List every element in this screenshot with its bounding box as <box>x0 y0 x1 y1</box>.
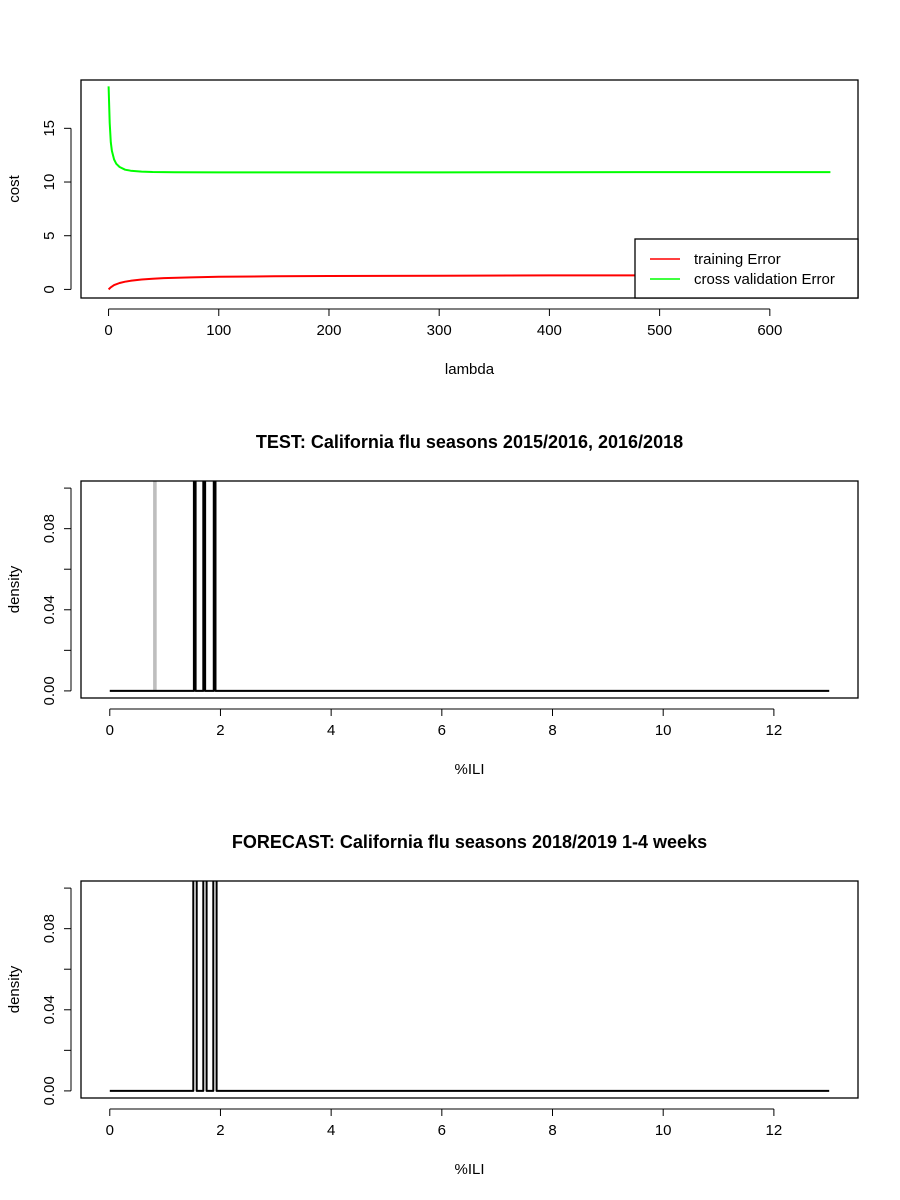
y-tick-label: 0.08 <box>41 914 58 943</box>
x-axis-label: %ILI <box>454 1161 484 1178</box>
plot-frame <box>80 480 859 699</box>
chart-panel-2: TEST: California flu seasons 2015/2016, … <box>6 432 859 778</box>
y-axis-label: density <box>6 565 23 613</box>
x-tick-label: 300 <box>427 322 452 339</box>
x-tick-label: 2 <box>216 1122 224 1139</box>
y-tick-label: 0.00 <box>41 1076 58 1105</box>
chart-panel-3: FORECAST: California flu seasons 2018/20… <box>6 832 859 1178</box>
x-tick-label: 8 <box>548 1122 556 1139</box>
x-axis-label: %ILI <box>454 761 484 778</box>
y-tick-label: 10 <box>41 174 58 191</box>
y-tick-label: 0.04 <box>41 595 58 624</box>
x-tick-label: 8 <box>548 722 556 739</box>
chart-title: TEST: California flu seasons 2015/2016, … <box>256 432 683 452</box>
chart-title: FORECAST: California flu seasons 2018/20… <box>232 832 707 852</box>
y-tick-label: 0.08 <box>41 514 58 543</box>
legend-entry: training Error <box>694 251 781 268</box>
series-line-black <box>109 481 830 692</box>
x-tick-label: 12 <box>766 722 783 739</box>
x-tick-label: 6 <box>438 1122 446 1139</box>
x-tick-label: 10 <box>655 1122 672 1139</box>
x-tick-label: 12 <box>766 1122 783 1139</box>
series-line-black <box>109 881 830 1092</box>
x-tick-label: 600 <box>757 322 782 339</box>
x-tick-label: 400 <box>537 322 562 339</box>
legend: training Error cross validation Error <box>634 238 859 299</box>
series-group <box>109 881 830 1092</box>
plot-frame <box>80 79 859 299</box>
chart-panel-1: 0 100 200 300 400 500 600 lambda 0 5 10 15 cost train… <box>6 79 859 378</box>
series-group <box>109 481 830 692</box>
x-tick-label: 200 <box>316 322 341 339</box>
series-line-cross-validation-error <box>107 86 831 174</box>
x-tick-label: 4 <box>327 722 335 739</box>
plot-frame <box>80 880 859 1099</box>
x-tick-label: 0 <box>106 722 114 739</box>
series-line-gray <box>109 481 830 692</box>
y-tick-label: 0 <box>41 285 58 293</box>
x-tick-label: 2 <box>216 722 224 739</box>
legend-box <box>634 238 859 299</box>
series-group <box>107 86 831 291</box>
y-tick-label: 0.00 <box>41 676 58 705</box>
x-axis-label: lambda <box>445 361 495 378</box>
x-tick-label: 4 <box>327 1122 335 1139</box>
legend-entry: cross validation Error <box>694 271 835 288</box>
x-tick-label: 0 <box>106 1122 114 1139</box>
y-tick-label: 0.04 <box>41 995 58 1024</box>
series-line-training-error <box>107 274 831 291</box>
x-tick-label: 500 <box>647 322 672 339</box>
x-tick-label: 10 <box>655 722 672 739</box>
x-tick-label: 6 <box>438 722 446 739</box>
y-axis-label: density <box>6 965 23 1013</box>
x-tick-label: 100 <box>206 322 231 339</box>
y-tick-label: 5 <box>41 232 58 240</box>
y-tick-label: 15 <box>41 120 58 137</box>
y-axis-label: cost <box>6 174 23 202</box>
x-tick-label: 0 <box>104 322 112 339</box>
